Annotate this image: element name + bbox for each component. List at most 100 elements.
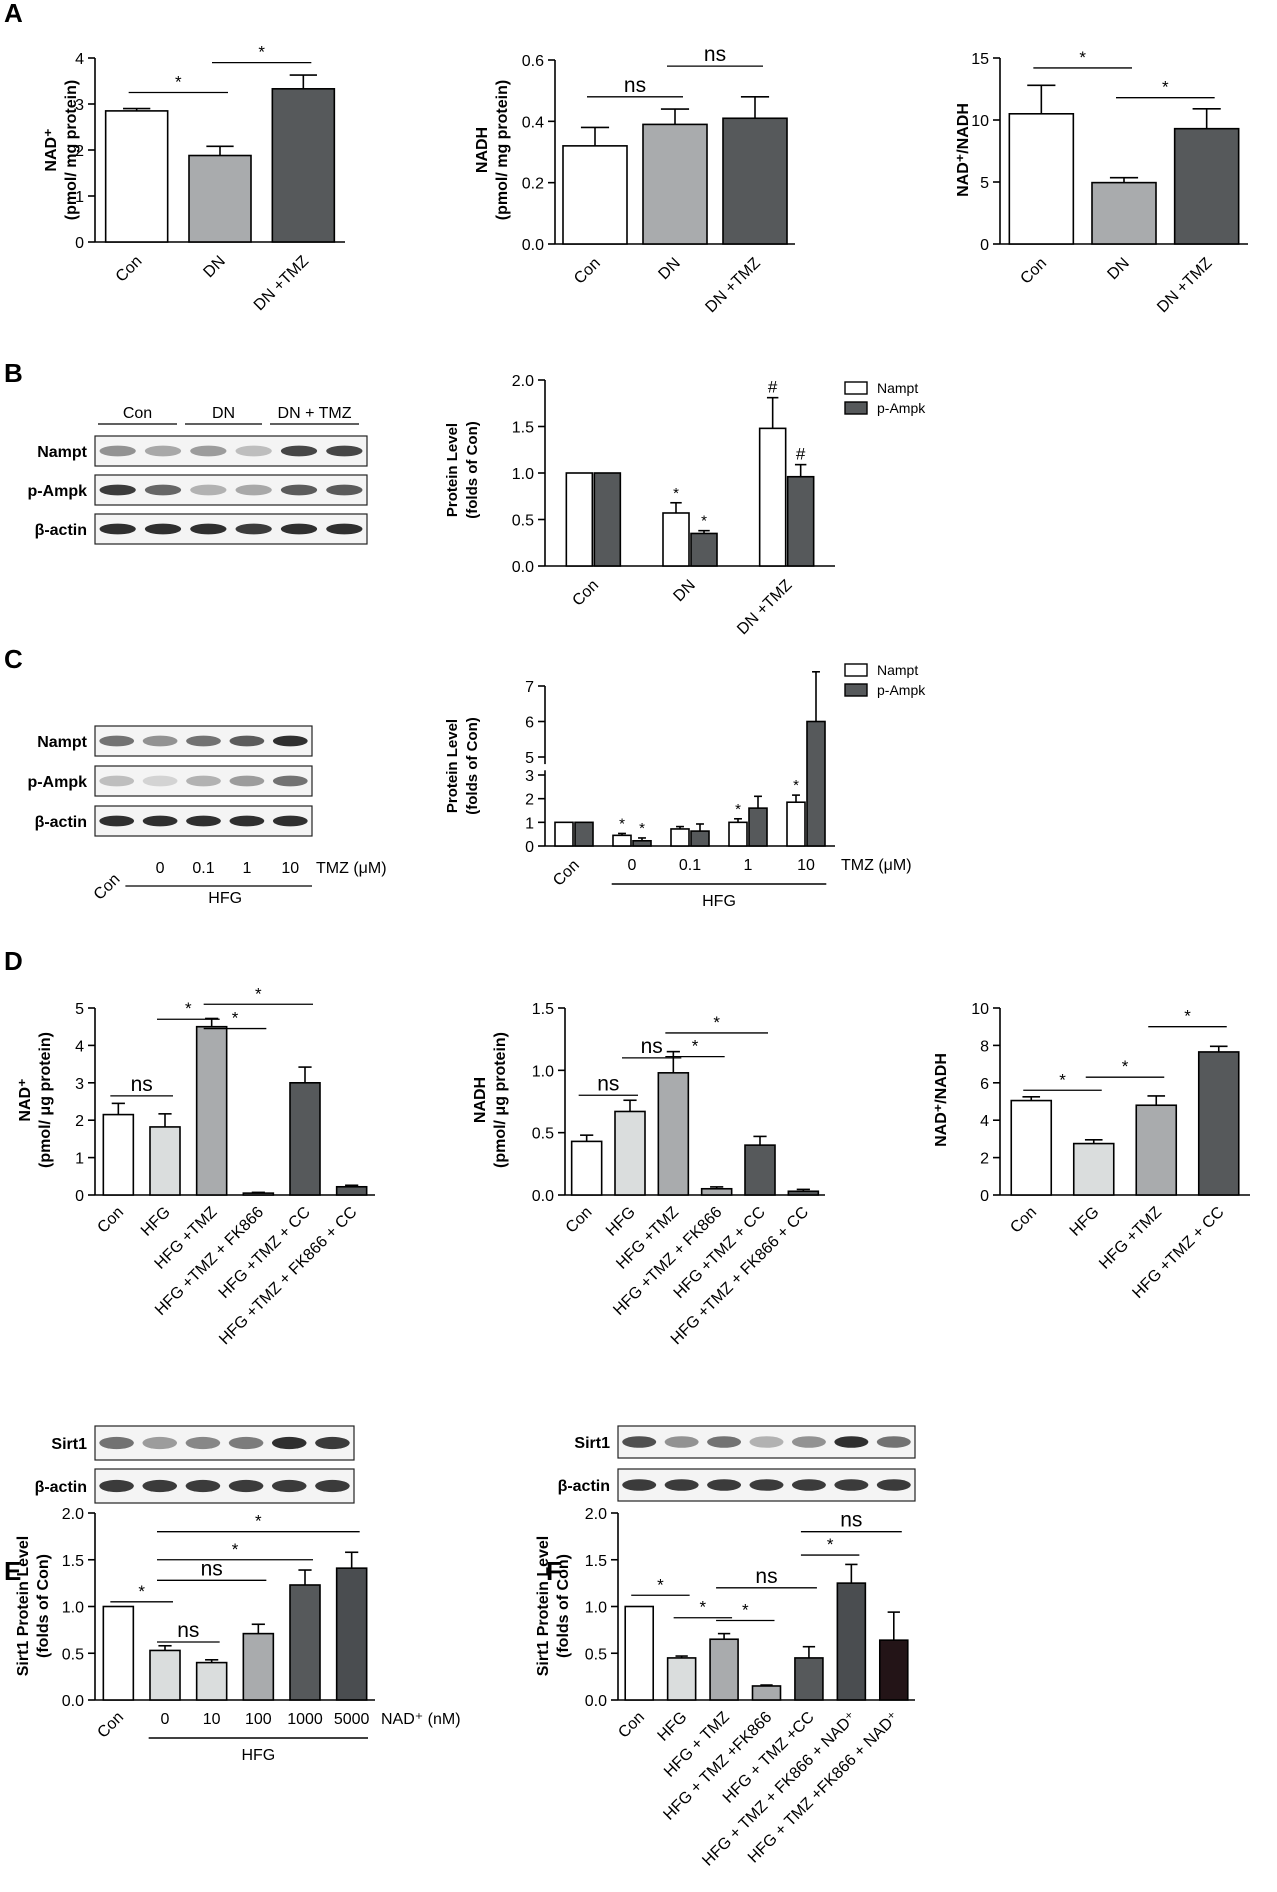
blot-row-label: β-actin — [35, 814, 87, 831]
blot-band — [99, 484, 136, 496]
y-tick-label: 1.5 — [62, 1553, 84, 1570]
y-tick-label: 0.0 — [512, 559, 534, 576]
significance-label: * — [255, 984, 262, 1003]
bar-0 — [102, 1113, 135, 1196]
significance-label: * — [1184, 1007, 1191, 1026]
blot-band — [229, 815, 265, 827]
significance-label: ns — [641, 1035, 663, 1058]
y-tick-label: 6 — [980, 1076, 989, 1093]
y-axis-label-unit: (folds of Con) — [464, 421, 481, 518]
blot-band — [272, 775, 308, 787]
x-category-label: DN +TMZ — [1154, 255, 1216, 317]
x-category-label: 1 — [744, 857, 753, 874]
blot-band — [707, 1436, 742, 1448]
y-axis-label: Sirt1 Protein Level — [535, 1536, 552, 1677]
y-tick-label: 1.0 — [62, 1600, 84, 1617]
panel-letter-f: F — [546, 1556, 562, 1586]
significance-mark: # — [768, 378, 778, 397]
y-tick-label: 6 — [525, 715, 534, 732]
bar-nampt-0 — [565, 472, 594, 567]
blot-band — [315, 1479, 350, 1493]
blot-band — [271, 1436, 307, 1450]
blot-lane-label: 0 — [156, 860, 165, 877]
y-tick-label: 3 — [75, 1076, 84, 1093]
x-axis-unit: NAD⁺ (nM) — [381, 1711, 461, 1728]
x-category-label: 10 — [203, 1711, 221, 1728]
group-label: HFG — [241, 1747, 275, 1764]
y-tick-label: 1.0 — [585, 1600, 607, 1617]
blot-band — [99, 523, 136, 535]
significance-mark: # — [796, 445, 806, 464]
blot-band — [144, 523, 182, 535]
legend-label-nampt: Nampt — [877, 380, 918, 396]
blot-band — [142, 735, 178, 747]
y-tick-label: 1.0 — [532, 1063, 554, 1080]
panel-letter-c: C — [4, 644, 23, 674]
bar-2 — [709, 1638, 739, 1701]
significance-label: ns — [755, 1565, 777, 1588]
bar-2 — [271, 88, 336, 243]
blot-row-label: β-actin — [558, 1478, 610, 1495]
significance-label: * — [657, 1575, 664, 1594]
bar-nampt-4 — [786, 801, 806, 847]
bar-nampt-2 — [670, 828, 690, 847]
blot-band — [876, 1436, 911, 1448]
x-category-label: 10 — [797, 857, 815, 874]
blot-band — [99, 445, 136, 457]
x-category-label: 0.1 — [679, 857, 701, 874]
y-tick-label: 0.0 — [532, 1188, 554, 1205]
bar-0 — [624, 1605, 655, 1701]
x-category-label: DN +TMZ — [734, 577, 796, 639]
y-tick-label: 0 — [75, 1188, 84, 1205]
y-tick-label: 4 — [75, 1038, 84, 1055]
y-tick-label: 0.5 — [62, 1646, 84, 1663]
y-tick-label: 5 — [75, 1001, 84, 1018]
y-tick-label: 1 — [525, 815, 534, 832]
bar-5 — [787, 1190, 820, 1196]
bar-0 — [562, 145, 628, 245]
blot-lane-label: 1 — [242, 860, 251, 877]
x-category-label: 100 — [245, 1711, 272, 1728]
legend-swatch-p-ampk — [844, 401, 868, 415]
x-category-label: Con — [571, 255, 604, 288]
significance-label: * — [1079, 48, 1086, 67]
blot-band — [235, 484, 272, 496]
blot-band — [749, 1436, 784, 1448]
blot-row-label: p-Ampk — [27, 774, 87, 791]
blot-band — [185, 1436, 221, 1450]
blot-band — [876, 1479, 911, 1491]
y-tick-label: 1 — [75, 189, 84, 206]
blot-row-label: Nampt — [37, 734, 87, 751]
blot-band — [99, 775, 135, 787]
y-tick-label: 0.6 — [522, 53, 544, 70]
y-axis-label-unit: (pmol/ mg protein) — [63, 80, 80, 220]
x-category-label: DN +TMZ — [702, 255, 764, 317]
blot-band — [791, 1479, 826, 1491]
legend-swatch-nampt — [844, 381, 868, 395]
y-axis-label: NAD⁺/NADH — [933, 1053, 950, 1147]
significance-label: ns — [131, 1073, 153, 1096]
blot-band — [99, 1436, 134, 1450]
blot-strip-actin — [94, 513, 368, 545]
y-tick-label: 0.5 — [585, 1646, 607, 1663]
significance-label: ns — [597, 1072, 619, 1095]
x-category-label: HFG — [138, 1204, 174, 1240]
bar-0 — [1010, 1099, 1053, 1196]
bar-p-ampk-2 — [690, 830, 710, 847]
y-tick-label: 5 — [525, 750, 534, 767]
significance-label: * — [185, 999, 192, 1018]
blot-band — [235, 445, 272, 457]
blot-strip-sirt — [94, 1425, 355, 1461]
y-tick-label: 3 — [525, 768, 534, 785]
bar-2 — [1135, 1104, 1178, 1196]
y-axis-label-unit: (pmol/ μg protein) — [37, 1032, 54, 1168]
significance-label: ns — [201, 1557, 223, 1580]
blot-strip-actin — [94, 1468, 355, 1504]
bar-3 — [242, 1192, 275, 1196]
blot-band — [749, 1479, 784, 1491]
blot-band — [142, 1436, 178, 1450]
y-tick-label: 2.0 — [585, 1506, 607, 1523]
panel-letter-e: E — [4, 1556, 21, 1586]
y-tick-label: 8 — [980, 1038, 989, 1055]
significance-label: * — [138, 1582, 145, 1601]
